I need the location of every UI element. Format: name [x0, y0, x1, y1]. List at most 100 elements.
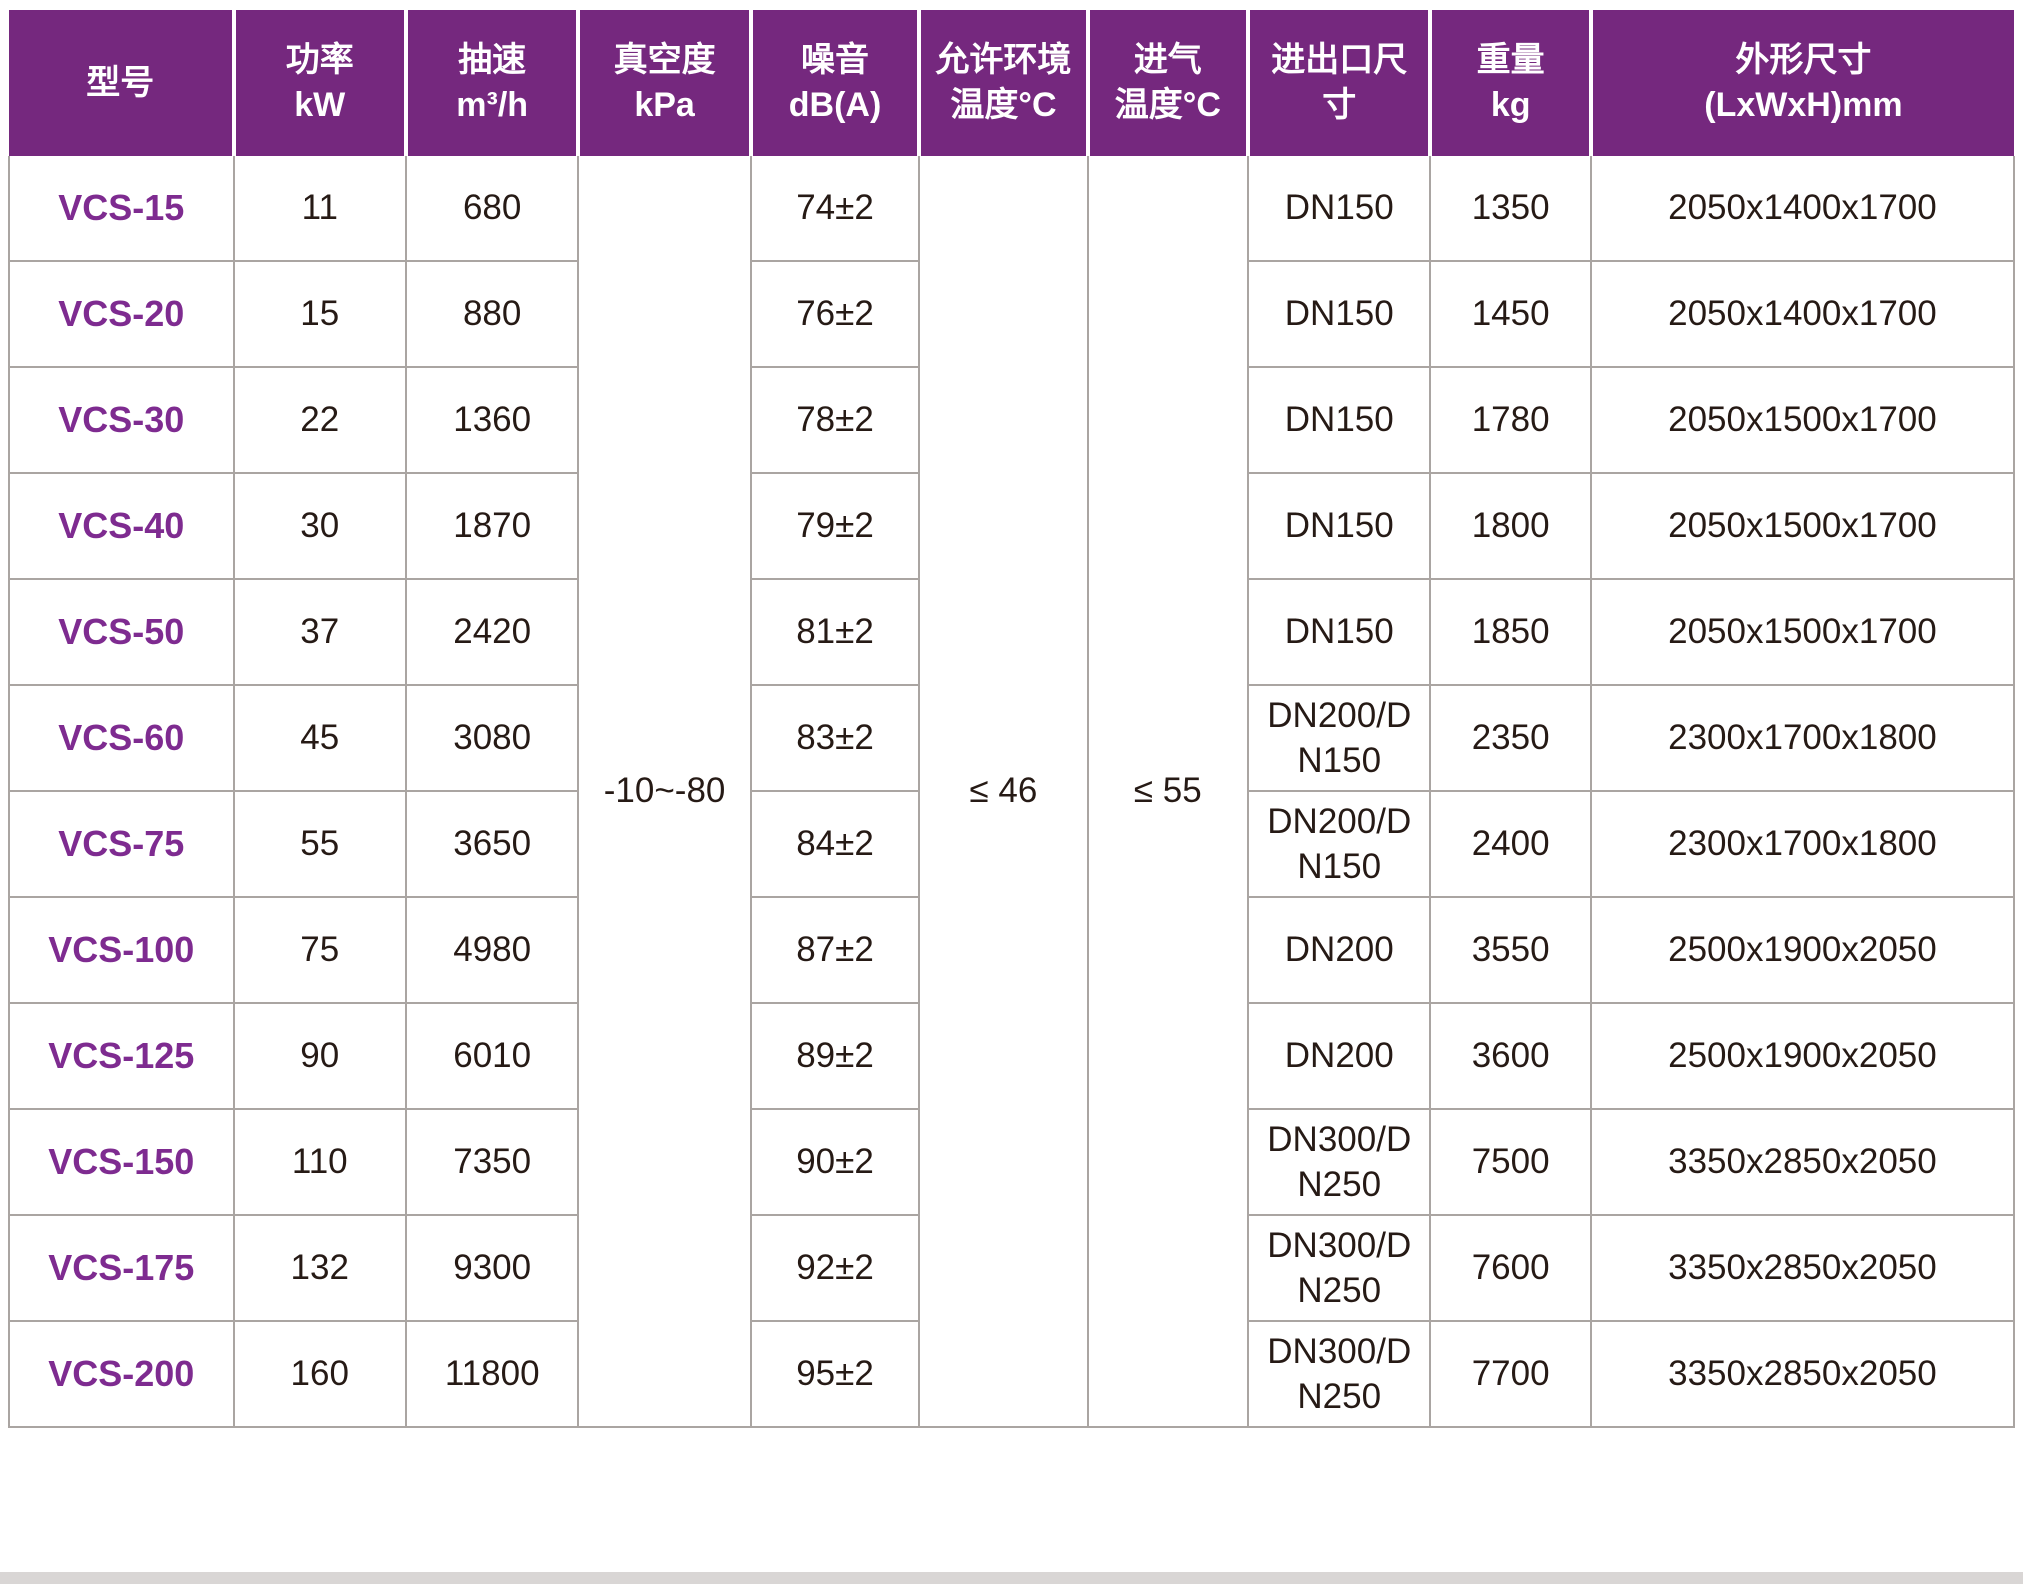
ports-cell: DN300/DN250: [1247, 1320, 1432, 1428]
model-cell: VCS-20: [8, 260, 235, 368]
spec-table-container: 型号 功率 kW 抽速 m³/h 真空度 kPa: [8, 10, 2016, 1428]
header-line: 型号: [86, 63, 155, 102]
noise-cell: 76±2: [749, 260, 921, 368]
weight-cell: 1350: [1429, 156, 1592, 262]
weight-cell: 2350: [1429, 684, 1592, 792]
dims-cell: 3350x2850x2050: [1589, 1214, 2016, 1322]
speed-cell: 680: [404, 156, 580, 262]
power-cell: 90: [232, 1002, 407, 1110]
power-cell: 160: [232, 1320, 407, 1428]
speed-cell: 2420: [404, 578, 580, 686]
col-header-intake-temp: 进气 温度°C: [1085, 10, 1251, 156]
dims-cell: 2050x1500x1700: [1589, 578, 2016, 686]
vacuum-merged-cell: -10~-80: [577, 156, 752, 1428]
dims-cell: 3350x2850x2050: [1589, 1108, 2016, 1216]
weight-cell: 7500: [1429, 1108, 1592, 1216]
header-line: m³/h: [456, 86, 529, 124]
ports-cell: DN200: [1247, 896, 1432, 1004]
col-header-speed: 抽速 m³/h: [403, 10, 581, 156]
table-row: VCS-100 75 4980 87±2 DN200 3550 2500x190…: [8, 896, 2016, 1004]
table-row: VCS-125 90 6010 89±2 DN200 3600 2500x190…: [8, 1002, 2016, 1110]
speed-cell: 880: [404, 260, 580, 368]
intake-temp-merged-cell: ≤ 55: [1086, 156, 1250, 1428]
table-row: VCS-50 37 2420 81±2 DN150 1850 2050x1500…: [8, 578, 2016, 686]
ports-cell: DN300/DN250: [1247, 1214, 1432, 1322]
col-header-power: 功率 kW: [231, 10, 408, 156]
header-line: 重量: [1476, 41, 1545, 80]
power-cell: 55: [232, 790, 407, 898]
dims-cell: 2500x1900x2050: [1589, 1002, 2016, 1110]
speed-cell: 11800: [404, 1320, 580, 1428]
ports-cell: DN150: [1247, 260, 1432, 368]
model-cell: VCS-60: [8, 684, 235, 792]
ports-cell: DN200/DN150: [1247, 684, 1432, 792]
speed-cell: 9300: [404, 1214, 580, 1322]
col-header-noise: 噪音 dB(A): [748, 10, 922, 156]
model-cell: VCS-15: [8, 156, 235, 262]
power-cell: 30: [232, 472, 407, 580]
header-line: dB(A): [788, 86, 882, 124]
weight-cell: 2400: [1429, 790, 1592, 898]
model-cell: VCS-50: [8, 578, 235, 686]
model-cell: VCS-175: [8, 1214, 235, 1322]
bottom-edge-strip: [0, 1572, 2023, 1584]
weight-cell: 1780: [1429, 366, 1592, 474]
noise-cell: 78±2: [749, 366, 921, 474]
speed-cell: 1870: [404, 472, 580, 580]
col-header-ambient-temp: 允许环境 温度°C: [917, 10, 1090, 156]
speed-cell: 7350: [404, 1108, 580, 1216]
col-header-dims: 外形尺寸 (LxWxH)mm: [1588, 10, 2014, 156]
model-cell: VCS-100: [8, 896, 235, 1004]
model-cell: VCS-40: [8, 472, 235, 580]
power-cell: 11: [232, 156, 407, 262]
power-cell: 15: [232, 260, 407, 368]
ports-cell: DN150: [1247, 366, 1432, 474]
noise-cell: 95±2: [749, 1320, 921, 1428]
col-header-vacuum: 真空度 kPa: [576, 10, 753, 156]
header-line: kW: [294, 86, 346, 124]
power-cell: 45: [232, 684, 407, 792]
dims-cell: 3350x2850x2050: [1589, 1320, 2016, 1428]
noise-cell: 74±2: [749, 156, 921, 262]
dims-cell: 2050x1500x1700: [1589, 472, 2016, 580]
table-row: VCS-75 55 3650 84±2 DN200/DN150 2400 230…: [8, 790, 2016, 898]
noise-cell: 83±2: [749, 684, 921, 792]
model-cell: VCS-75: [8, 790, 235, 898]
col-header-weight: 重量 kg: [1428, 10, 1593, 156]
power-cell: 132: [232, 1214, 407, 1322]
dims-cell: 2300x1700x1800: [1589, 790, 2016, 898]
header-line: kPa: [634, 86, 695, 124]
model-cell: VCS-200: [8, 1320, 235, 1428]
speed-cell: 6010: [404, 1002, 580, 1110]
power-cell: 22: [232, 366, 407, 474]
ports-cell: DN150: [1247, 156, 1432, 262]
header-line: 功率: [285, 41, 354, 80]
header-line: (LxWxH)mm: [1704, 86, 1903, 124]
noise-cell: 92±2: [749, 1214, 921, 1322]
ports-cell: DN200/DN150: [1247, 790, 1432, 898]
dims-cell: 2300x1700x1800: [1589, 684, 2016, 792]
col-header-model: 型号: [9, 10, 236, 156]
header-line: 外形尺寸: [1735, 41, 1872, 80]
header-line: kg: [1490, 86, 1531, 124]
speed-cell: 1360: [404, 366, 580, 474]
dims-cell: 2050x1400x1700: [1589, 156, 2016, 262]
weight-cell: 7700: [1429, 1320, 1592, 1428]
noise-cell: 89±2: [749, 1002, 921, 1110]
table-row: VCS-175 132 9300 92±2 DN300/DN250 7600 3…: [8, 1214, 2016, 1322]
weight-cell: 7600: [1429, 1214, 1592, 1322]
ports-cell: DN200: [1247, 1002, 1432, 1110]
col-header-ports: 进出口尺 寸: [1246, 10, 1433, 156]
dims-cell: 2500x1900x2050: [1589, 896, 2016, 1004]
model-cell: VCS-125: [8, 1002, 235, 1110]
ports-cell: DN150: [1247, 578, 1432, 686]
noise-cell: 87±2: [749, 896, 921, 1004]
noise-cell: 81±2: [749, 578, 921, 686]
table-row: VCS-150 110 7350 90±2 DN300/DN250 7500 3…: [8, 1108, 2016, 1216]
speed-cell: 3080: [404, 684, 580, 792]
header-line: 进出口尺: [1271, 41, 1408, 80]
model-cell: VCS-30: [8, 366, 235, 474]
power-cell: 75: [232, 896, 407, 1004]
header-line: 进气: [1133, 41, 1202, 80]
